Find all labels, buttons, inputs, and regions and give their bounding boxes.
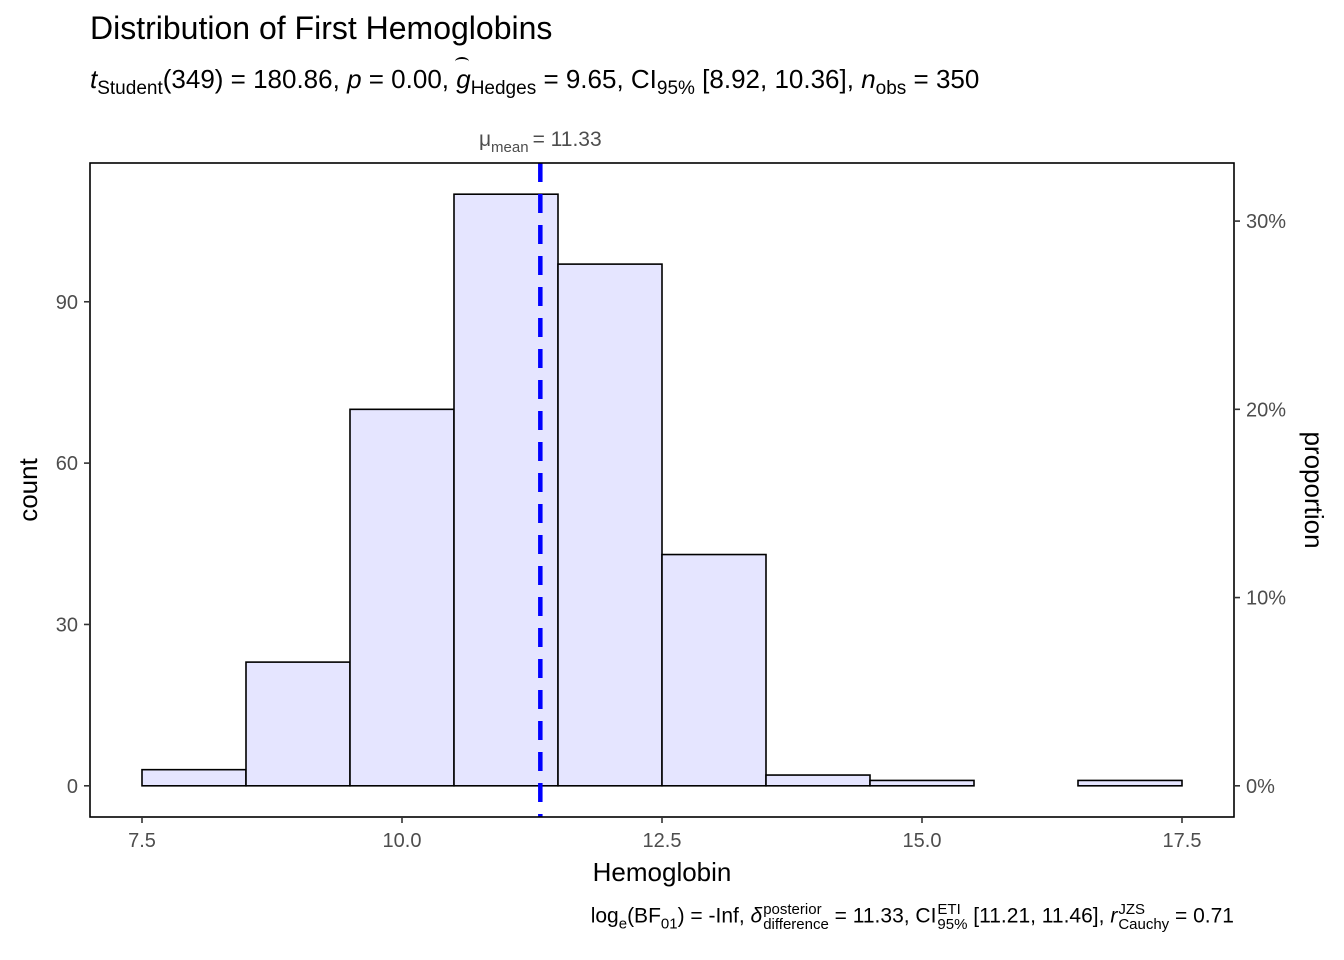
chart-subtitle: tStudent(349) = 180.86, p = 0.00, gHedge… [90,57,980,99]
chart-caption: loge(BF01) = -Inf, δ posterior difference … [590,901,1234,933]
x-tick-label: 7.5 [128,830,156,852]
y-axis-title: count [13,457,43,521]
histogram-bar-2 [245,661,351,787]
y2-axis-title: proportion [1299,431,1329,548]
histogram-bar-8 [869,779,975,787]
histogram-bar-10 [1077,779,1183,787]
y-axis: 0 30 60 90 [56,292,90,798]
x-tick-label: 10.0 [383,830,422,852]
y2-tick-label: 20% [1246,399,1286,421]
x-axis-title: Hemoglobin [593,857,732,887]
y-tick-label: 0 [67,776,78,798]
y2-tick-label: 0% [1246,776,1275,798]
histogram-bar-5 [557,263,663,787]
y-tick-label: 60 [56,453,78,475]
y-tick-label: 90 [56,292,78,314]
x-tick-label: 17.5 [1163,830,1202,852]
x-tick-label: 12.5 [643,830,682,852]
chart-title: Distribution of First Hemoglobins [90,10,553,46]
y2-tick-label: 10% [1246,588,1286,610]
x-axis: 7.5 10.0 12.5 15.0 17.5 [128,817,1201,852]
histogram-bar-6 [661,553,767,787]
histogram-bar-3 [349,408,455,787]
histogram-bar-7 [765,774,871,787]
y-tick-label: 30 [56,614,78,636]
mean-label: μmean = 11.33 [479,128,602,156]
histogram-bars [141,193,1183,787]
x-tick-label: 15.0 [903,830,942,852]
histogram-bar-1 [141,768,247,787]
y2-tick-label: 30% [1246,211,1286,233]
y2-axis: 0% 10% 20% 30% [1234,211,1286,798]
